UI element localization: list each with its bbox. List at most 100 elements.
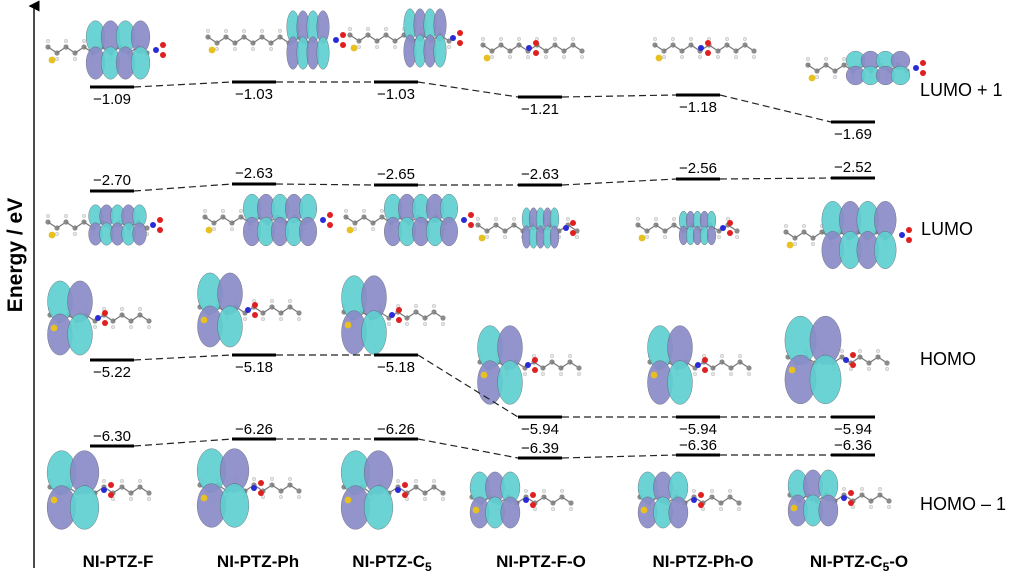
orbital-lobe bbox=[890, 65, 911, 86]
energy-axis-label: Energy / eV bbox=[4, 198, 27, 312]
hydrogen-atom bbox=[716, 55, 721, 60]
hydrogen-atom bbox=[560, 489, 565, 494]
energy-value-homo1: −6.26 bbox=[235, 421, 273, 438]
molecule-name: NI-PTZ-F bbox=[83, 552, 154, 571]
oxygen-atom bbox=[102, 310, 108, 316]
hydrogen-atom bbox=[81, 39, 86, 44]
hydrogen-atom bbox=[110, 325, 115, 330]
nitrogen-atom bbox=[899, 232, 905, 238]
hydrogen-atom bbox=[270, 477, 275, 482]
orbital-surface-lumo1 bbox=[45, 20, 166, 80]
molecule-name: NI-PTZ-Ph-O bbox=[652, 552, 753, 571]
sulfur-atom bbox=[790, 504, 798, 512]
energy-value-homo: −5.94 bbox=[834, 421, 872, 438]
energy-value-homo: −5.18 bbox=[235, 359, 273, 376]
hydrogen-atom bbox=[743, 37, 748, 42]
hydrogen-atom bbox=[441, 322, 446, 327]
orbital-surface-lumo1 bbox=[652, 37, 757, 62]
connector-lumo bbox=[133, 183, 233, 192]
hydrogen-atom bbox=[137, 307, 142, 312]
energy-values: −1.09 −1.03 −1.03 −1.21 −1.18 −1.69 −2.70 −2.63… bbox=[93, 86, 872, 457]
sulfur-atom bbox=[655, 54, 663, 62]
hydrogen-atom bbox=[119, 479, 124, 484]
orbital-surface-lumo bbox=[783, 201, 912, 269]
hydrogen-atom bbox=[371, 226, 376, 231]
hydrogen-atom bbox=[202, 208, 207, 213]
hydrogen-atom bbox=[693, 372, 698, 377]
hydrogen-atom bbox=[551, 507, 556, 512]
nitrogen-atom bbox=[153, 47, 159, 53]
oxygen-atom bbox=[850, 352, 856, 358]
hydrogen-atom bbox=[752, 55, 757, 60]
oxygen-atom bbox=[396, 317, 402, 323]
oxygen-atom bbox=[468, 222, 474, 228]
oxygen-atom bbox=[252, 302, 258, 308]
hydrogen-atom bbox=[393, 45, 398, 50]
molecule-name-subscript: 5 bbox=[883, 560, 890, 574]
hydrogen-atom bbox=[833, 74, 838, 79]
oxygen-atom bbox=[530, 502, 536, 508]
nitrogen-atom bbox=[691, 497, 697, 503]
oxygen-atom bbox=[258, 490, 264, 496]
hydrogen-atom bbox=[279, 495, 284, 500]
molecule-name: NI-PTZ-C5 bbox=[352, 552, 432, 574]
energy-value-homo: −5.22 bbox=[93, 364, 131, 381]
hydrogen-atom bbox=[72, 231, 77, 236]
sulfur-atom bbox=[48, 231, 56, 239]
orbital-lobe bbox=[809, 354, 842, 405]
hydrogen-atom bbox=[503, 234, 508, 239]
carbon-atom bbox=[568, 500, 574, 506]
hydrogen-atom bbox=[569, 507, 574, 512]
oxygen-atom bbox=[157, 227, 163, 233]
orbital-lobe bbox=[219, 483, 250, 528]
hydrogen-atom bbox=[260, 29, 265, 34]
hydrogen-atom bbox=[414, 479, 419, 484]
molecule-name-base: NI-PTZ-C bbox=[352, 552, 425, 571]
oxygen-atom bbox=[340, 32, 346, 38]
energy-value-homo: −5.94 bbox=[679, 421, 717, 438]
energy-value-lumo: −2.52 bbox=[834, 159, 872, 176]
hydrogen-atom bbox=[137, 479, 142, 484]
sulfur-atom bbox=[350, 44, 358, 52]
hydrogen-atom bbox=[738, 354, 743, 359]
hydrogen-atom bbox=[526, 55, 531, 60]
hydrogen-atom bbox=[375, 45, 380, 50]
carbon-atom bbox=[736, 500, 742, 506]
connector-lumo bbox=[719, 177, 832, 180]
sulfur-atom bbox=[786, 241, 794, 249]
molecule-name-base: NI-PTZ-Ph-O bbox=[652, 552, 753, 571]
hydrogen-atom bbox=[720, 354, 725, 359]
hydrogen-atom bbox=[211, 226, 216, 231]
energy-value-lumo: −2.56 bbox=[679, 160, 717, 177]
hydrogen-atom bbox=[571, 37, 576, 42]
hydrogen-atom bbox=[653, 37, 658, 42]
hydrogen-atom bbox=[63, 39, 68, 44]
hydrogen-atom bbox=[737, 507, 742, 512]
hydrogen-atom bbox=[278, 29, 283, 34]
hydrogen-atom bbox=[251, 477, 256, 482]
nitrogen-atom bbox=[843, 357, 849, 363]
orbital-surface-homo1 bbox=[637, 471, 742, 529]
molecule-name: NI-PTZ-C5-O bbox=[810, 552, 908, 574]
connector-homo bbox=[417, 354, 519, 418]
hydrogen-atom bbox=[842, 487, 847, 492]
sulfur-atom bbox=[650, 371, 658, 379]
energy-value-homo1: −6.36 bbox=[834, 437, 872, 454]
hydrogen-atom bbox=[238, 208, 243, 213]
hydrogen-atom bbox=[348, 27, 353, 32]
energy-value-lumo1: −1.69 bbox=[834, 126, 872, 143]
hydrogen-atom bbox=[46, 39, 51, 44]
hydrogen-atom bbox=[288, 299, 293, 304]
hydrogen-atom bbox=[269, 47, 274, 52]
orbital-surface-homo1 bbox=[340, 450, 446, 530]
sulfur-atom bbox=[344, 321, 352, 329]
sulfur-atom bbox=[200, 316, 208, 324]
oxygen-atom bbox=[402, 482, 408, 488]
oxygen-atom bbox=[252, 312, 258, 318]
orbital-lobe bbox=[217, 305, 243, 348]
orbital-lobe bbox=[667, 360, 693, 405]
orbital-surface-homo1 bbox=[469, 471, 574, 529]
hydrogen-atom bbox=[725, 37, 730, 42]
hydrogen-atom bbox=[432, 304, 437, 309]
